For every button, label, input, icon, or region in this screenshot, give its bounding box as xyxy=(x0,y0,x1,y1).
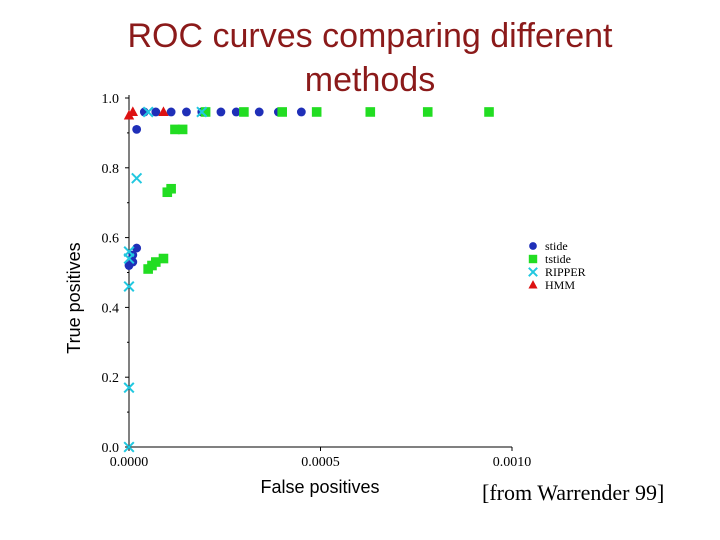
point-tstide xyxy=(422,107,433,117)
point-ripper xyxy=(131,172,143,184)
point-stide xyxy=(132,243,142,253)
point-stide xyxy=(216,107,226,117)
x-tick-label: 0.0000 xyxy=(110,455,149,470)
legend-label-tstide: tstide xyxy=(545,252,571,266)
point-tstide xyxy=(170,124,180,135)
point-stide xyxy=(296,107,306,117)
chart-axes xyxy=(128,95,512,448)
legend-label-stide: stide xyxy=(545,239,568,253)
point-tstide xyxy=(200,107,211,117)
title-line-2: methods xyxy=(304,61,436,99)
y-tick-label: 0.2 xyxy=(102,371,120,386)
point-tstide xyxy=(365,107,376,117)
point-ripper xyxy=(142,106,154,118)
point-stide xyxy=(132,125,142,134)
point-ripper xyxy=(123,280,135,292)
y-tick-label: 0.0 xyxy=(102,441,120,456)
legend-marker-hmm xyxy=(528,280,538,289)
point-stide xyxy=(182,107,191,117)
x-tick-label: 0.0010 xyxy=(493,455,532,470)
source-note: [from Warrender 99] xyxy=(482,480,665,505)
point-ripper xyxy=(123,441,135,453)
data-points xyxy=(123,106,494,453)
y-tick-label: 0.6 xyxy=(102,232,120,247)
legend-marker-stide xyxy=(529,242,537,250)
legend-marker-ripper xyxy=(528,267,538,277)
point-stide xyxy=(231,107,241,117)
y-tick-label: 1.0 xyxy=(102,92,120,107)
slide-title: ROC curves comparing different methods xyxy=(60,14,680,102)
y-tick-label: 0.8 xyxy=(102,162,120,177)
point-stide xyxy=(166,107,176,117)
legend-marker-tstide xyxy=(528,254,538,264)
y-axis-label: True positives xyxy=(64,242,84,353)
y-tick-label: 0.4 xyxy=(102,301,120,316)
legend-label-hmm: HMM xyxy=(545,278,575,292)
point-tstide xyxy=(151,257,161,267)
title-line-1: ROC curves comparing different xyxy=(127,17,613,55)
point-tstide xyxy=(166,183,176,194)
point-tstide xyxy=(484,107,494,117)
point-tstide xyxy=(311,107,322,117)
point-stide xyxy=(151,107,161,117)
x-ticks: 0.0000 0.0005 0.0010 xyxy=(110,447,532,470)
point-ripper xyxy=(123,382,135,394)
point-tstide xyxy=(158,253,169,264)
x-axis-label: False positives xyxy=(260,477,379,497)
point-stide xyxy=(254,107,264,117)
x-tick-label: 0.0005 xyxy=(301,455,340,470)
point-ripper xyxy=(196,106,208,118)
y-ticks: 0.0 0.2 0.4 0.6 0.8 1.0 xyxy=(102,92,129,456)
point-tstide xyxy=(239,107,249,117)
point-hmm xyxy=(127,106,139,116)
point-ripper xyxy=(123,246,135,258)
legend-label-ripper: RIPPER xyxy=(545,265,586,279)
point-tstide xyxy=(177,124,188,135)
point-tstide xyxy=(277,107,287,117)
point-hmm xyxy=(158,106,169,116)
